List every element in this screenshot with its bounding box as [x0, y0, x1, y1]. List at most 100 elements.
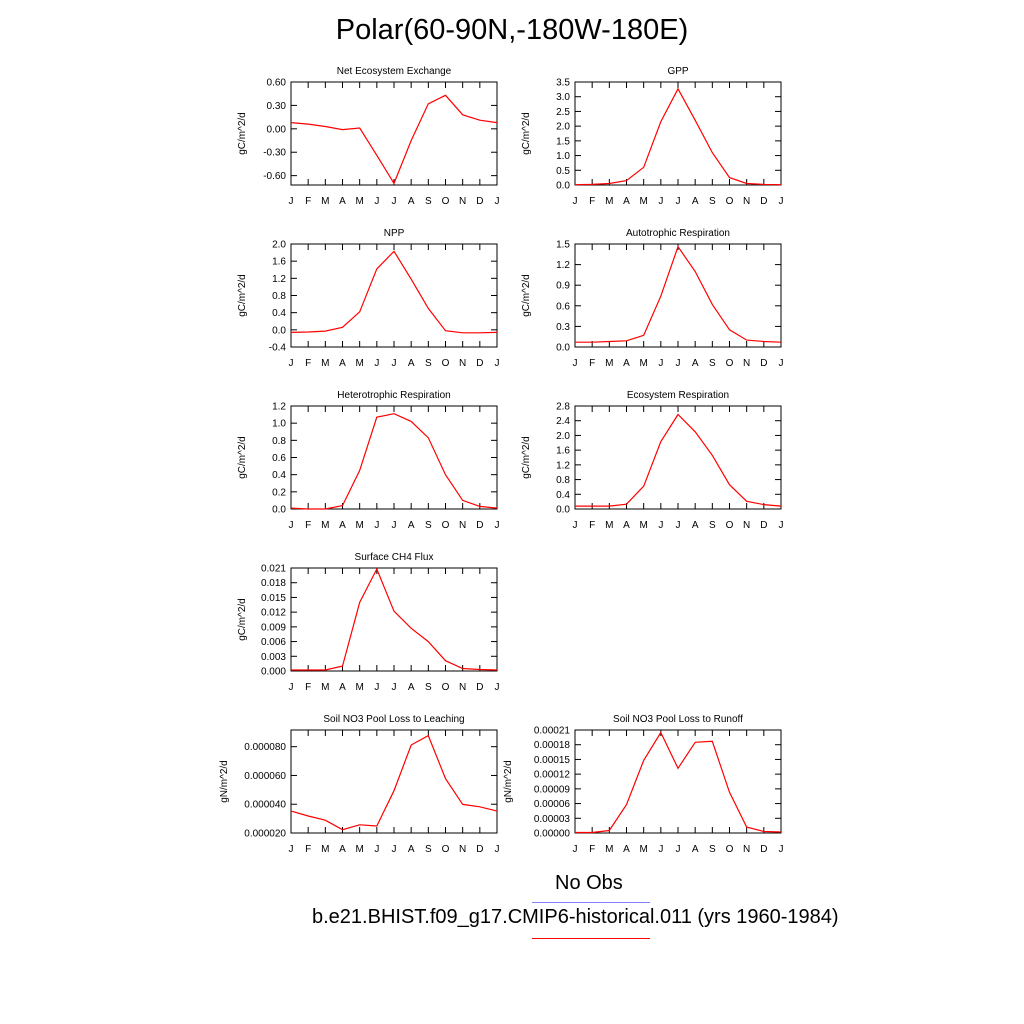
- chart-panel-9: Soil NO3 Pool Loss to Runoff gN/m^2/d 0.00…: [503, 714, 784, 855]
- y-tick-label: 2.4: [556, 416, 570, 427]
- y-tick-label: 0.00009: [534, 784, 571, 795]
- y-tick-label: 0.8: [556, 475, 570, 486]
- x-tick-label: O: [726, 358, 734, 369]
- x-tick-label: D: [476, 682, 483, 693]
- y-tick-label: 1.0: [556, 151, 570, 162]
- x-tick-label: J: [495, 520, 500, 531]
- x-tick-label: J: [573, 520, 578, 531]
- x-tick-label: A: [339, 844, 346, 855]
- y-tick-label: 0.00012: [534, 770, 571, 781]
- x-tick-label: A: [623, 844, 630, 855]
- x-tick-label: M: [321, 358, 329, 369]
- x-tick-label: F: [589, 520, 595, 531]
- x-tick-label: D: [760, 196, 767, 207]
- x-tick-label: N: [743, 844, 750, 855]
- plot-frame: [574, 81, 782, 186]
- x-tick-label: J: [676, 196, 681, 207]
- x-tick-label: N: [459, 682, 466, 693]
- x-tick-label: M: [605, 844, 613, 855]
- plot-frame: [290, 81, 498, 186]
- chart-title: NPP: [384, 228, 405, 239]
- x-tick-label: J: [289, 520, 294, 531]
- x-tick-label: J: [495, 358, 500, 369]
- y-tick-label: 1.2: [272, 402, 286, 413]
- x-tick-label: D: [760, 520, 767, 531]
- x-tick-label: J: [289, 682, 294, 693]
- x-tick-label: F: [305, 196, 311, 207]
- y-tick-label: 0.000020: [244, 829, 286, 840]
- y-tick-label: 0.015: [261, 593, 286, 604]
- y-tick-label: 0.00: [267, 124, 287, 135]
- x-tick-label: F: [305, 682, 311, 693]
- x-tick-label: S: [709, 520, 716, 531]
- x-tick-label: J: [392, 196, 397, 207]
- y-tick-label: 1.6: [556, 446, 570, 457]
- x-tick-label: N: [459, 520, 466, 531]
- legend-model-label: b.e21.BHIST.f09_g17.CMIP6-historical.011…: [312, 906, 839, 928]
- x-tick-label: M: [355, 358, 363, 369]
- series-line: [290, 250, 498, 334]
- x-tick-label: M: [355, 682, 363, 693]
- x-tick-label: F: [589, 844, 595, 855]
- x-tick-label: O: [726, 520, 734, 531]
- x-tick-label: S: [425, 196, 432, 207]
- x-tick-label: J: [374, 196, 379, 207]
- x-tick-label: J: [392, 520, 397, 531]
- series-line: [290, 734, 498, 831]
- x-tick-label: M: [605, 196, 613, 207]
- y-tick-label: 2.8: [556, 402, 570, 413]
- y-tick-label: 0.018: [261, 578, 286, 589]
- series-line: [574, 87, 782, 186]
- chart-panel-8: Soil NO3 Pool Loss to Leaching gN/m^2/d 0.…: [219, 714, 500, 855]
- x-tick-label: A: [692, 196, 699, 207]
- chart-panel-1: Net Ecosystem Exchange gC/m^2/d 0.60 0.30 0.…: [237, 66, 500, 207]
- x-tick-label: S: [425, 520, 432, 531]
- y-tick-label: 1.6: [272, 257, 286, 268]
- x-tick-label: J: [374, 844, 379, 855]
- chart-title: Surface CH4 Flux: [355, 552, 434, 563]
- x-tick-label: J: [573, 196, 578, 207]
- y-tick-label: 0.0: [272, 325, 286, 336]
- y-tick-label: 2.0: [556, 122, 570, 133]
- x-tick-label: A: [408, 358, 415, 369]
- x-tick-label: J: [779, 196, 784, 207]
- x-tick-label: M: [355, 520, 363, 531]
- x-tick-label: N: [459, 844, 466, 855]
- x-tick-label: O: [442, 520, 450, 531]
- y-tick-label: 1.5: [556, 240, 570, 251]
- y-tick-label: 0.000: [261, 667, 286, 678]
- x-tick-label: A: [408, 682, 415, 693]
- x-tick-label: J: [289, 844, 294, 855]
- y-tick-label: 0.4: [556, 490, 570, 501]
- y-tick-label: -0.30: [263, 148, 286, 159]
- y-tick-label: 0.00000: [534, 829, 571, 840]
- y-tick-label: 0.003: [261, 652, 286, 663]
- y-tick-label: 2.0: [556, 431, 570, 442]
- x-tick-label: A: [692, 844, 699, 855]
- y-tick-label: 0.021: [261, 564, 286, 575]
- x-tick-label: J: [779, 844, 784, 855]
- x-tick-label: F: [305, 520, 311, 531]
- x-tick-label: S: [709, 358, 716, 369]
- y-tick-label: 1.2: [272, 274, 286, 285]
- y-tick-label: -0.4: [269, 343, 287, 354]
- chart-panel-4: Autotrophic Respiration gC/m^2/d 1.5 1.2 0.9…: [521, 228, 784, 369]
- x-tick-label: J: [573, 844, 578, 855]
- y-axis-label: gC/m^2/d: [237, 436, 248, 479]
- y-tick-label: 0.00015: [534, 755, 571, 766]
- x-tick-label: O: [442, 844, 450, 855]
- series-line: [290, 94, 498, 185]
- x-tick-label: S: [709, 844, 716, 855]
- x-tick-label: J: [779, 358, 784, 369]
- x-tick-label: D: [760, 358, 767, 369]
- chart-panel-6: Ecosystem Respiration gC/m^2/d 2.8 2.4 2.0 1.…: [521, 390, 784, 531]
- plot-frame: [290, 405, 498, 510]
- x-tick-label: M: [605, 520, 613, 531]
- page-title: Polar(60-90N,-180W-180E): [335, 14, 689, 46]
- x-tick-label: O: [442, 682, 450, 693]
- x-tick-label: A: [408, 844, 415, 855]
- x-tick-label: J: [658, 520, 663, 531]
- plot-frame: [574, 729, 782, 834]
- x-tick-label: M: [355, 196, 363, 207]
- x-tick-label: J: [374, 682, 379, 693]
